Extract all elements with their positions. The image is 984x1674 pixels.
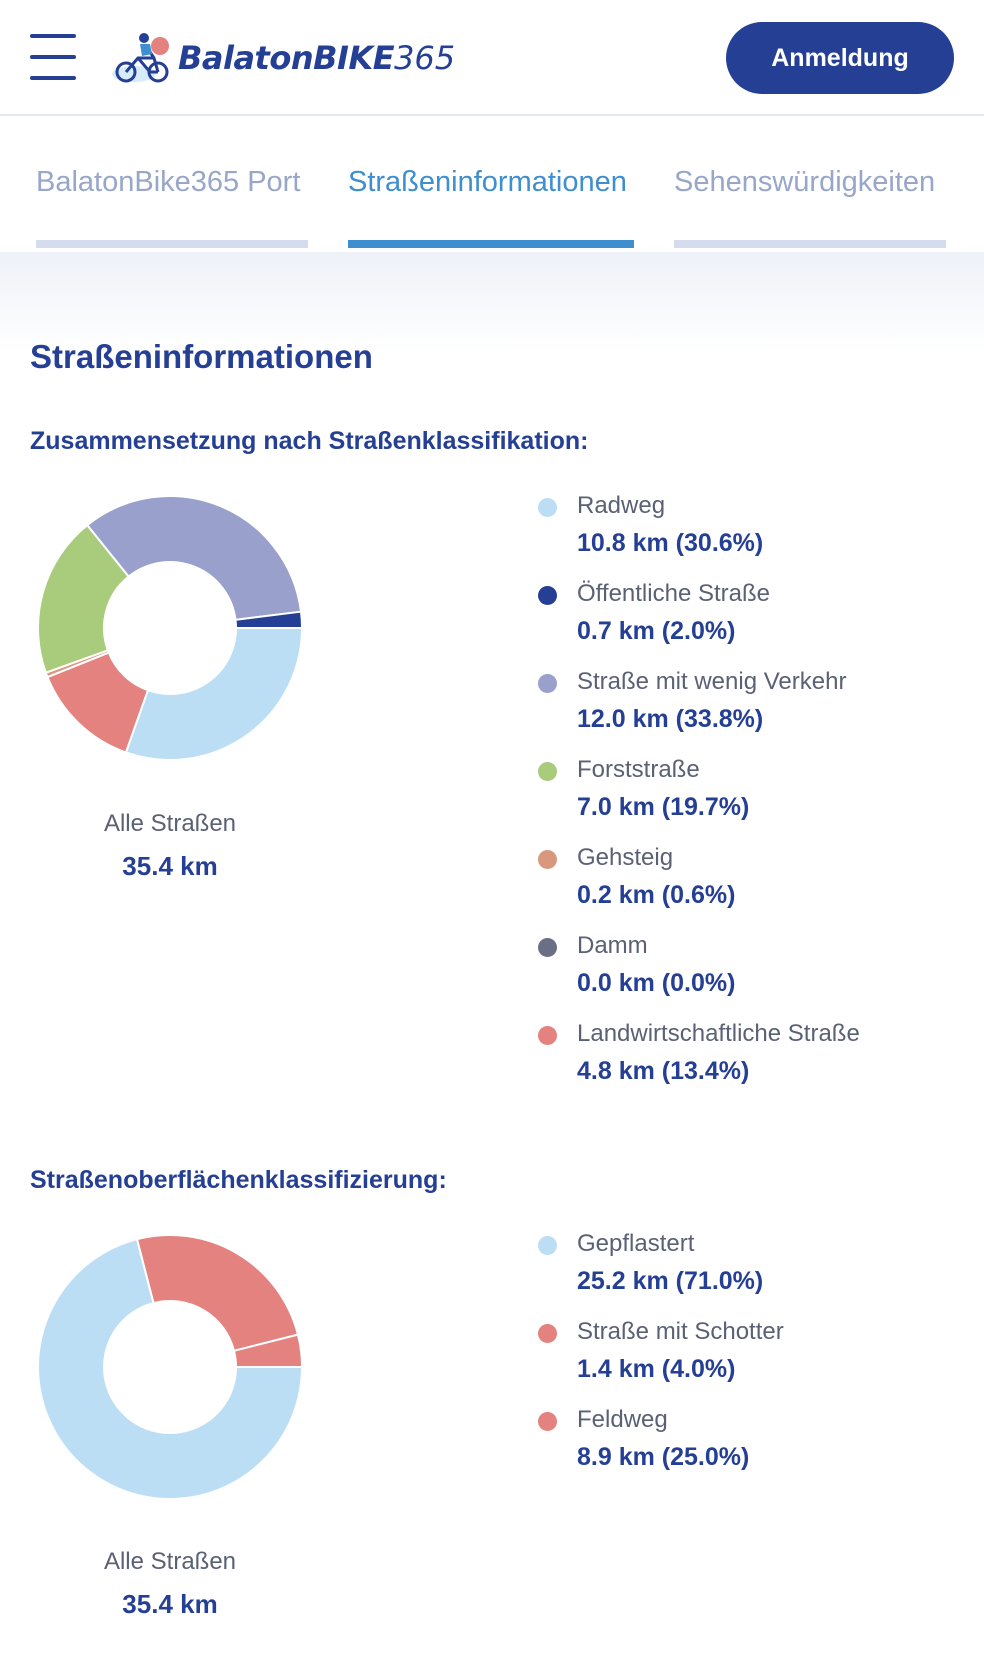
legend-value: 0.2 km (0.6%) bbox=[577, 881, 736, 909]
legend-dot bbox=[538, 1412, 557, 1431]
road-classification-donut-chart bbox=[37, 495, 304, 761]
logo-brand-text: BalatonBIKE bbox=[178, 39, 395, 77]
donut-slice-feldweg[interactable] bbox=[135, 1234, 300, 1353]
surface-classification-title: Straßenoberflächenklassifizierung: bbox=[30, 1166, 447, 1194]
legend-value: 0.7 km (2.0%) bbox=[577, 617, 736, 645]
tab-label: BalatonBike365 Port bbox=[36, 166, 301, 198]
legend-dot bbox=[538, 674, 557, 693]
legend-value: 12.0 km (33.8%) bbox=[577, 705, 764, 733]
road-classification-title: Zusammensetzung nach Straßenklassifikati… bbox=[30, 427, 589, 455]
legend-label: Radweg bbox=[577, 492, 666, 519]
donut-slice-straße-mit-schotter[interactable] bbox=[232, 1333, 304, 1368]
tab-underline bbox=[36, 240, 308, 248]
surface-classification-donut-chart bbox=[37, 1234, 304, 1500]
app-logo[interactable]: BalatonBIKE 365 bbox=[110, 28, 455, 88]
legend-dot bbox=[538, 1236, 557, 1255]
legend-dot bbox=[538, 586, 557, 605]
legend-label: Straße mit wenig Verkehr bbox=[577, 668, 847, 695]
hamburger-menu-icon[interactable] bbox=[30, 34, 76, 82]
legend-value: 10.8 km (30.6%) bbox=[577, 529, 764, 557]
donut-slice-straße-mit-wenig-verkehr[interactable] bbox=[85, 495, 303, 621]
login-button[interactable]: Anmeldung bbox=[726, 22, 954, 94]
road-total-value: 35.4 km bbox=[122, 851, 218, 881]
tab-bar: BalatonBike365 Port Straßeninformationen… bbox=[0, 118, 984, 252]
app-header: BalatonBIKE 365 Anmeldung bbox=[0, 0, 984, 116]
legend-label: Landwirtschaftliche Straße bbox=[577, 1020, 860, 1047]
tab-underline bbox=[348, 240, 634, 248]
legend-dot bbox=[538, 1026, 557, 1045]
legend-label: Gehsteig bbox=[577, 844, 674, 871]
legend-label: Damm bbox=[577, 932, 648, 959]
legend-label: Straße mit Schotter bbox=[577, 1318, 784, 1345]
legend-dot bbox=[538, 1324, 557, 1343]
legend-dot bbox=[538, 850, 557, 869]
tab-label: Sehenswürdigkeiten bbox=[674, 166, 936, 198]
legend-label: Feldweg bbox=[577, 1406, 668, 1433]
tab-underline bbox=[674, 240, 946, 248]
donut-slice-radweg[interactable] bbox=[124, 627, 304, 761]
donut-slice-forststraße[interactable] bbox=[37, 523, 131, 674]
legend-label: Öffentliche Straße bbox=[577, 580, 770, 607]
legend-value: 8.9 km (25.0%) bbox=[577, 1443, 750, 1471]
surface-total-value: 35.4 km bbox=[122, 1589, 218, 1619]
legend-value: 4.8 km (13.4%) bbox=[577, 1057, 750, 1085]
legend-label: Gepflastert bbox=[577, 1230, 695, 1257]
legend-dot bbox=[538, 498, 557, 517]
donut-slice-öffentliche-straße[interactable] bbox=[234, 610, 304, 629]
surface-total-label: Alle Straßen bbox=[103, 1548, 237, 1575]
donut-slice-gepflastert[interactable] bbox=[37, 1237, 304, 1500]
legend-value: 1.4 km (4.0%) bbox=[577, 1355, 736, 1383]
legend-value: 25.2 km (71.0%) bbox=[577, 1267, 764, 1295]
road-total-label: Alle Straßen bbox=[103, 810, 237, 837]
tab-label: Straßeninformationen bbox=[348, 166, 627, 198]
legend-value: 7.0 km (19.7%) bbox=[577, 793, 750, 821]
legend-dot bbox=[538, 762, 557, 781]
legend-label: Forststraße bbox=[577, 756, 700, 783]
legend-dot bbox=[538, 938, 557, 957]
page-title: Straßeninformationen bbox=[30, 338, 373, 375]
cyclist-logo-icon bbox=[112, 33, 169, 83]
legend-value: 0.0 km (0.0%) bbox=[577, 969, 736, 997]
logo-number-text: 365 bbox=[394, 39, 456, 77]
